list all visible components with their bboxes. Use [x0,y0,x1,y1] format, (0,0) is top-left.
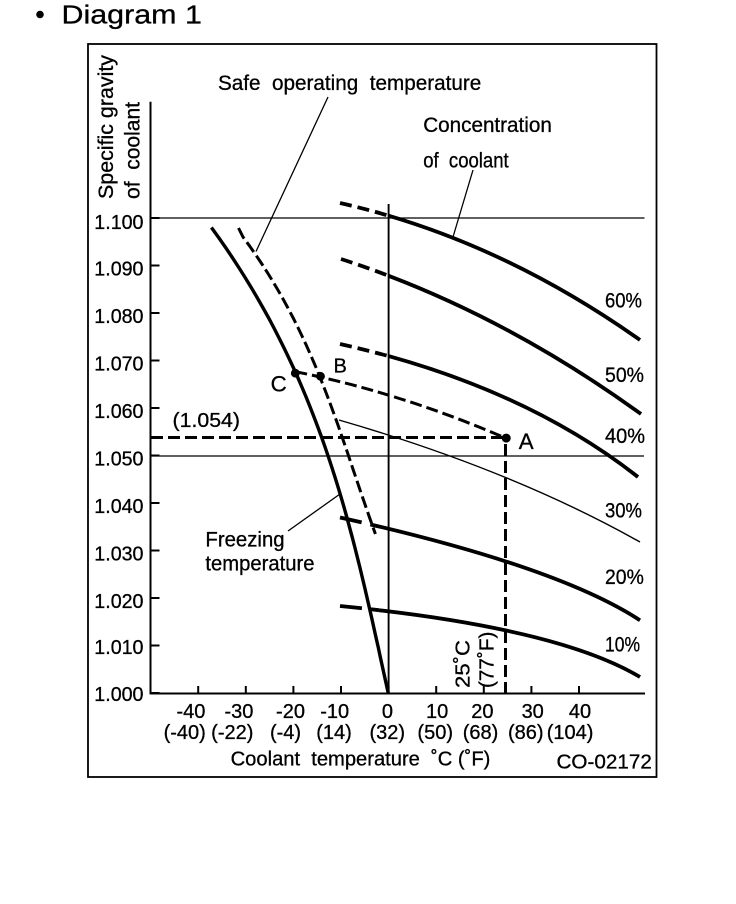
svg-text:(14): (14) [316,722,352,744]
svg-text:C: C [271,372,287,397]
svg-text:1.020: 1.020 [94,591,143,613]
svg-text:of coolant: of coolant [122,102,145,199]
svg-text:(77˚F): (77˚F) [477,632,499,688]
svg-text:20: 20 [471,701,493,723]
svg-text:Specific gravity: Specific gravity [95,54,118,199]
svg-text:-40: -40 [176,701,205,723]
svg-text:1.070: 1.070 [94,354,143,376]
svg-text:(50): (50) [417,722,453,744]
svg-text:Concentration: Concentration [423,114,552,137]
svg-text:1.090: 1.090 [94,259,143,281]
svg-text:1.040: 1.040 [94,496,143,518]
svg-text:40: 40 [569,701,591,723]
svg-text:1.030: 1.030 [94,544,143,566]
svg-text:20%: 20% [605,566,644,589]
svg-text:Safe operating temperature: Safe operating temperature [218,72,481,95]
svg-text:0: 0 [382,701,393,723]
svg-text:-20: -20 [276,701,305,723]
svg-text:1.080: 1.080 [94,306,143,328]
svg-text:Coolant temperature ˚C (˚F): Coolant temperature ˚C (˚F) [231,749,491,771]
svg-text:-10: -10 [320,701,349,723]
svg-text:(-4): (-4) [270,722,301,744]
svg-text:(1.054): (1.054) [173,410,241,432]
svg-text:(-22): (-22) [211,722,253,744]
svg-text:1.000: 1.000 [94,684,143,706]
svg-text:10%: 10% [605,633,640,656]
svg-text:(-40): (-40) [164,722,206,744]
svg-text:(32): (32) [370,722,406,744]
svg-text:30: 30 [522,701,544,723]
svg-text:-30: -30 [224,701,253,723]
svg-text:10: 10 [426,701,448,723]
svg-text:25˚C: 25˚C [453,640,475,688]
svg-text:30%: 30% [605,500,642,523]
svg-text:(68): (68) [463,722,499,744]
svg-text:Freezing: Freezing [205,529,284,552]
svg-text:1.100: 1.100 [94,212,143,234]
svg-text:of coolant: of coolant [423,150,509,173]
svg-text:temperature: temperature [205,553,314,576]
svg-text:1.010: 1.010 [94,637,143,659]
svg-text:40%: 40% [605,425,645,448]
svg-text:50%: 50% [605,364,644,387]
svg-text:(104): (104) [547,722,594,744]
svg-text:Diagram 1: Diagram 1 [62,0,202,30]
svg-text:CO-02172: CO-02172 [557,752,652,774]
svg-text:60%: 60% [605,290,642,313]
svg-text:1.060: 1.060 [94,401,143,423]
svg-text:A: A [519,429,534,454]
svg-text:1.050: 1.050 [94,449,143,471]
svg-text:(86): (86) [508,722,544,744]
svg-text:B: B [334,356,347,378]
